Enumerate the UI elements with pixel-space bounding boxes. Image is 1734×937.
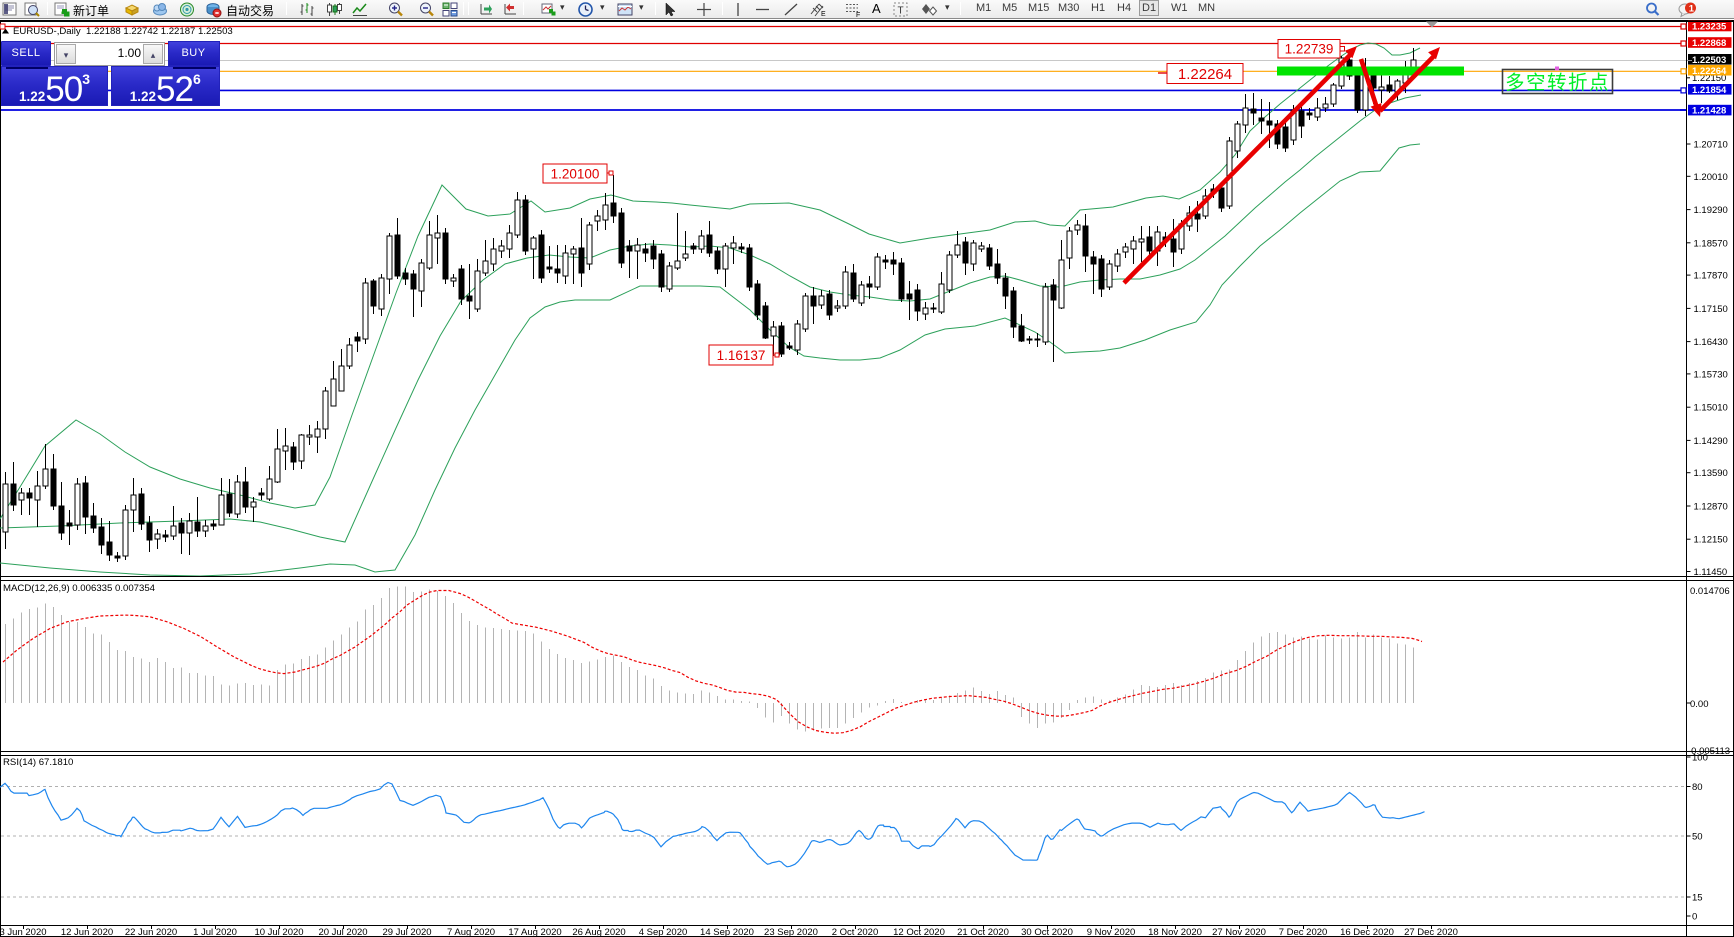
svg-text:29 Jul 2020: 29 Jul 2020 (382, 927, 431, 937)
svg-text:1.21854: 1.21854 (1692, 85, 1727, 96)
svg-text:1.17150: 1.17150 (1694, 304, 1728, 315)
svg-text:1.21428: 1.21428 (1692, 106, 1726, 117)
svg-text:1.20710: 1.20710 (1694, 140, 1728, 151)
svg-text:T: T (898, 6, 904, 17)
svg-text:0.00: 0.00 (1690, 699, 1709, 710)
svg-text:1.22739: 1.22739 (1285, 42, 1334, 57)
svg-text:-0.005113: -0.005113 (1688, 746, 1730, 757)
svg-text:12 Oct 2020: 12 Oct 2020 (893, 927, 945, 937)
svg-text:MACD(12,26,9) 0.006335 0.00735: MACD(12,26,9) 0.006335 0.007354 (3, 583, 156, 594)
svg-text:3 Jun 2020: 3 Jun 2020 (0, 927, 47, 937)
svg-text:1.20100: 1.20100 (551, 166, 600, 181)
svg-text:100: 100 (1692, 753, 1708, 764)
svg-text:18 Nov 2020: 18 Nov 2020 (1148, 927, 1202, 937)
svg-text:1.22150: 1.22150 (1692, 73, 1726, 84)
svg-text:27 Nov 2020: 27 Nov 2020 (1212, 927, 1266, 937)
svg-text:80: 80 (1692, 782, 1703, 793)
svg-text:1 Jul 2020: 1 Jul 2020 (193, 927, 237, 937)
svg-text:0: 0 (1692, 912, 1697, 923)
svg-text:23 Sep 2020: 23 Sep 2020 (764, 927, 818, 937)
svg-text:17 Aug 2020: 17 Aug 2020 (508, 927, 561, 937)
svg-text:20 Jul 2020: 20 Jul 2020 (318, 927, 367, 937)
svg-text:EURUSD-,Daily 1.22188 1.22742: EURUSD-,Daily 1.22188 1.22742 1.22187 1.… (13, 26, 233, 37)
svg-text:1.15010: 1.15010 (1694, 403, 1728, 414)
svg-text:22 Jun 2020: 22 Jun 2020 (125, 927, 177, 937)
svg-text:1.12870: 1.12870 (1694, 502, 1728, 513)
svg-text:50: 50 (1692, 832, 1703, 843)
svg-text:14 Sep 2020: 14 Sep 2020 (700, 927, 754, 937)
svg-text:30 Oct 2020: 30 Oct 2020 (1021, 927, 1073, 937)
svg-text:1.15730: 1.15730 (1694, 369, 1728, 380)
svg-text:2 Oct 2020: 2 Oct 2020 (832, 927, 878, 937)
svg-text:1.23235: 1.23235 (1692, 22, 1727, 33)
svg-text:26 Aug 2020: 26 Aug 2020 (572, 927, 625, 937)
svg-text:21 Oct 2020: 21 Oct 2020 (957, 927, 1009, 937)
svg-text:1.22264: 1.22264 (1692, 66, 1727, 77)
svg-text:12 Jun 2020: 12 Jun 2020 (61, 927, 113, 937)
svg-text:7 Aug 2020: 7 Aug 2020 (447, 927, 495, 937)
svg-text:1.19290: 1.19290 (1694, 205, 1728, 216)
svg-text:10 Jul 2020: 10 Jul 2020 (254, 927, 303, 937)
svg-text:1.11450: 1.11450 (1694, 567, 1728, 578)
svg-text:1.18570: 1.18570 (1694, 238, 1728, 249)
svg-text:1.22503: 1.22503 (1692, 55, 1726, 66)
svg-text:1.20010: 1.20010 (1694, 172, 1728, 183)
svg-text:1.22868: 1.22868 (1692, 38, 1726, 49)
svg-text:1: 1 (1689, 4, 1695, 15)
svg-text:0.014706: 0.014706 (1690, 586, 1730, 597)
svg-text:1.13590: 1.13590 (1694, 468, 1728, 479)
svg-text:1.22264: 1.22264 (1178, 66, 1232, 83)
svg-text:E: E (821, 11, 826, 18)
svg-text:RSI(14) 67.1810: RSI(14) 67.1810 (3, 757, 73, 768)
svg-text:1.14290: 1.14290 (1694, 436, 1728, 447)
svg-text:1.16137: 1.16137 (717, 348, 766, 363)
svg-text:9 Nov 2020: 9 Nov 2020 (1087, 927, 1136, 937)
svg-text:F: F (856, 12, 860, 18)
svg-text:多空转折点: 多空转折点 (1505, 72, 1610, 94)
svg-text:15: 15 (1692, 893, 1703, 904)
svg-text:7 Dec 2020: 7 Dec 2020 (1279, 927, 1328, 937)
svg-text:1.16430: 1.16430 (1694, 337, 1728, 348)
svg-text:16 Dec 2020: 16 Dec 2020 (1340, 927, 1394, 937)
svg-text:1.12150: 1.12150 (1694, 535, 1728, 546)
svg-text:1.17870: 1.17870 (1694, 271, 1728, 282)
svg-text:27 Dec 2020: 27 Dec 2020 (1404, 927, 1458, 937)
svg-text:4 Sep 2020: 4 Sep 2020 (639, 927, 688, 937)
